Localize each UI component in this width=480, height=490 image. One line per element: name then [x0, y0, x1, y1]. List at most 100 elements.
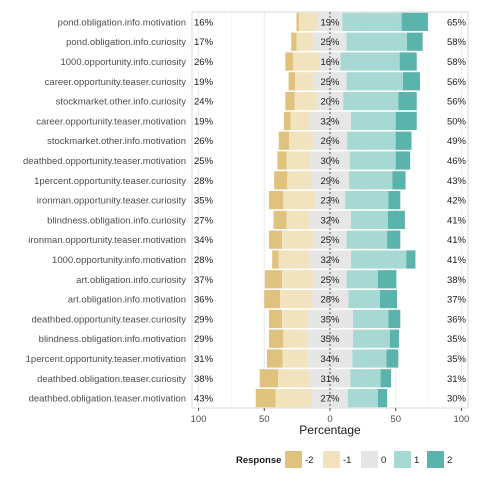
neutral-percent-label: 25% — [320, 77, 340, 88]
bar-segment — [280, 289, 312, 309]
bar-segment — [283, 329, 307, 348]
row-label: blindness.obligation.info.motivation — [39, 334, 186, 345]
legend-label: 2 — [447, 455, 452, 466]
bar-segment — [346, 270, 378, 289]
left-percent-label: 29% — [194, 334, 214, 345]
bar-segment — [272, 250, 279, 269]
bar-segment — [282, 270, 314, 289]
bar-segment — [389, 329, 399, 348]
bar-segment — [274, 171, 288, 190]
legend-label: 1 — [414, 455, 419, 466]
bar-segment — [343, 91, 399, 111]
bar-segment — [278, 369, 310, 388]
row-labels: pond.obligation.info.motivation pond.obli… — [23, 17, 186, 404]
legend-swatch — [361, 451, 378, 468]
x-tick-label: 100 — [453, 414, 469, 425]
left-percent-label: 28% — [194, 255, 214, 266]
right-percent-label: 56% — [447, 77, 467, 88]
left-percent-label: 28% — [194, 176, 214, 187]
bar-segment — [295, 72, 314, 91]
row-label: deathbed.obligation.teaser.motivation — [29, 394, 186, 405]
bar-segment — [293, 52, 320, 71]
bar-segment — [282, 309, 307, 329]
bar-segment — [349, 171, 393, 190]
right-percent-label: 58% — [447, 57, 467, 68]
bar-segment — [313, 270, 347, 289]
neutral-percent-label: 35% — [320, 314, 340, 325]
right-percent-label: 36% — [447, 314, 467, 325]
bar-segment — [401, 12, 428, 32]
bar-segment — [289, 131, 313, 150]
bar-segment — [388, 190, 401, 210]
neutral-percent-label: 35% — [320, 334, 340, 345]
bar-segment — [285, 91, 295, 111]
legend-swatch — [285, 451, 302, 468]
left-percent-label: 37% — [194, 275, 214, 286]
legend-label: -2 — [305, 455, 313, 466]
neutral-percent-label: 25% — [320, 275, 340, 286]
bar-segment — [291, 32, 297, 51]
bar-segment — [352, 349, 387, 368]
bar-segment — [308, 250, 352, 269]
row-label: art.obligation.info.curiosity — [76, 275, 186, 286]
bar-segment — [388, 309, 401, 329]
row-label: deathbed.opportunity.teaser.motivation — [23, 156, 186, 167]
neutral-percent-label: 32% — [320, 255, 340, 266]
bar-segment — [282, 349, 308, 368]
right-percent-label: 31% — [447, 374, 467, 385]
row-label: 1000.opportunity.info.curiosity — [60, 57, 186, 68]
percent-labels: 16% 19% 65% 17% 25% 58% 26% 16% 58% 19% 25% 56% 24% 2… — [194, 17, 467, 404]
bar-segment — [309, 369, 351, 388]
bar-segment — [273, 210, 287, 230]
bar-segment — [395, 151, 411, 170]
bar-segment — [406, 32, 423, 51]
bar-segment — [379, 289, 398, 309]
bar-segment — [351, 111, 396, 131]
bar-segment — [353, 329, 390, 348]
bar-segment — [308, 210, 352, 230]
bar-segment — [294, 91, 317, 111]
bar-segment — [307, 349, 353, 368]
neutral-percent-label: 26% — [320, 136, 340, 147]
bar-segment — [349, 151, 396, 170]
neutral-percent-label: 19% — [320, 17, 340, 28]
neutral-percent-label: 28% — [320, 295, 340, 306]
right-percent-label: 50% — [447, 116, 467, 127]
x-axis-title: Percentage — [299, 423, 361, 437]
bar-segment — [266, 349, 283, 368]
row-label: career.opportunity.teaser.motivation — [36, 116, 186, 127]
bar-segment — [283, 190, 315, 210]
neutral-percent-label: 25% — [320, 37, 340, 48]
row-label: blindness.obligation.info.curiosity — [47, 215, 186, 226]
bar-segment — [312, 388, 348, 408]
bars — [255, 12, 428, 408]
legend-swatch — [427, 451, 444, 468]
left-percent-label: 17% — [194, 37, 214, 48]
bar-segment — [264, 289, 281, 309]
neutral-percent-label: 32% — [320, 215, 340, 226]
left-percent-label: 16% — [194, 17, 214, 28]
row-label: deathbed.opportunity.teaser.curiosity — [31, 314, 186, 325]
left-percent-label: 43% — [194, 394, 214, 405]
neutral-percent-label: 23% — [320, 196, 340, 207]
left-percent-label: 26% — [194, 57, 214, 68]
bar-segment — [264, 270, 283, 289]
right-percent-label: 30% — [447, 394, 467, 405]
neutral-percent-label: 27% — [320, 394, 340, 405]
bar-segment — [287, 171, 311, 190]
left-percent-label: 25% — [194, 156, 214, 167]
bar-segment — [387, 210, 405, 230]
neutral-percent-label: 32% — [320, 116, 340, 127]
right-percent-label: 38% — [447, 275, 467, 286]
bar-segment — [346, 32, 407, 51]
row-label: 1percent.opportunity.teaser.curiosity — [34, 176, 186, 187]
left-percent-label: 36% — [194, 295, 214, 306]
bar-segment — [347, 388, 378, 408]
bar-segment — [346, 72, 403, 91]
right-percent-label: 41% — [447, 255, 467, 266]
bar-segment — [392, 171, 406, 190]
bar-segment — [286, 151, 311, 170]
left-percent-label: 19% — [194, 116, 214, 127]
bar-segment — [259, 369, 279, 388]
bar-segment — [351, 210, 388, 230]
